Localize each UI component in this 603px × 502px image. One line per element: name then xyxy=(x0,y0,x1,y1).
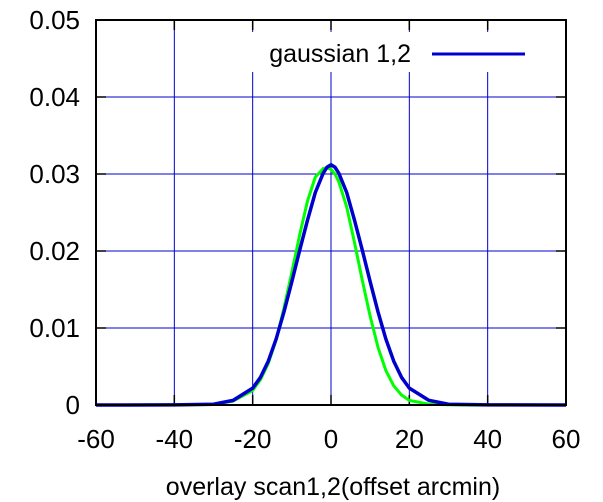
x-tick-label: -20 xyxy=(234,424,272,454)
x-tick-label: -40 xyxy=(156,424,194,454)
x-tick-label: 0 xyxy=(324,424,338,454)
x-tick-label: -60 xyxy=(77,424,115,454)
y-tick-labels: 0 0.01 0.02 0.03 0.04 0.05 xyxy=(29,5,80,420)
plot-frame xyxy=(95,19,567,406)
x-tick-label: 60 xyxy=(552,424,581,454)
legend: gaussian 1,2 xyxy=(269,40,525,68)
y-tick-label: 0.05 xyxy=(29,5,80,35)
y-tick-label: 0.03 xyxy=(29,159,80,189)
x-tick-labels: -60 -40 -20 0 20 40 60 xyxy=(77,424,580,454)
y-tick-label: 0.02 xyxy=(29,236,80,266)
y-tick-label: 0.04 xyxy=(29,82,80,112)
series-line-2 xyxy=(95,163,567,407)
x-tick-label: 20 xyxy=(395,424,424,454)
series-group xyxy=(95,163,567,407)
legend-label: gaussian 1,2 xyxy=(269,40,411,68)
y-tick-label: 0 xyxy=(66,390,80,420)
grid xyxy=(96,20,566,405)
legend-background xyxy=(222,32,538,72)
y-tick-label: 0.01 xyxy=(29,313,80,343)
x-tick-label: 40 xyxy=(473,424,502,454)
x-axis-label: overlay scan1,2(offset arcmin) xyxy=(166,473,500,501)
